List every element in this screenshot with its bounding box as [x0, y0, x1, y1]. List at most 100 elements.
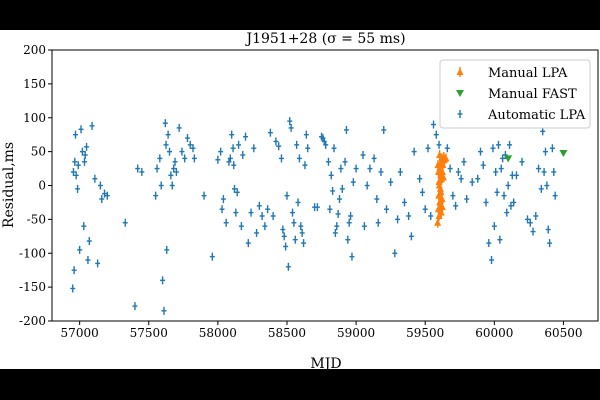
legend-marker-manual-lpa	[456, 67, 464, 77]
automatic-lpa-point	[102, 189, 108, 198]
automatic-lpa-point	[281, 232, 287, 241]
automatic-lpa-point	[504, 208, 510, 217]
automatic-lpa-point	[303, 130, 309, 139]
automatic-lpa-point	[75, 161, 81, 170]
automatic-lpa-point	[267, 128, 273, 137]
automatic-lpa-point	[541, 167, 547, 176]
automatic-lpa-point	[388, 178, 394, 187]
automatic-lpa-point	[85, 256, 91, 265]
automatic-lpa-point	[227, 154, 233, 163]
automatic-lpa-point	[495, 140, 501, 149]
automatic-lpa-point	[419, 188, 425, 197]
manual-lpa-point	[439, 172, 447, 183]
automatic-lpa-point	[527, 218, 533, 227]
automatic-lpa-point	[240, 151, 246, 160]
automatic-lpa-point	[81, 157, 87, 166]
automatic-lpa-point	[234, 188, 240, 197]
y-tick-label: 200	[23, 43, 46, 57]
automatic-lpa-point	[285, 262, 291, 271]
automatic-lpa-point	[428, 211, 434, 220]
automatic-lpa-point	[104, 191, 110, 200]
automatic-lpa-point	[215, 155, 221, 164]
manual-lpa-point	[436, 175, 444, 186]
automatic-lpa-point	[478, 147, 484, 156]
automatic-lpa-point	[507, 140, 513, 149]
automatic-lpa-point	[75, 184, 81, 193]
automatic-lpa-point	[544, 181, 550, 190]
automatic-lpa-point	[392, 249, 398, 258]
automatic-lpa-point	[349, 252, 355, 261]
automatic-lpa-point	[384, 205, 390, 214]
automatic-lpa-point	[425, 144, 431, 153]
automatic-lpa-point	[525, 215, 531, 224]
automatic-lpa-point	[179, 147, 185, 156]
automatic-lpa-point	[166, 147, 172, 156]
automatic-lpa-point	[498, 164, 504, 173]
automatic-lpa-point	[540, 127, 546, 136]
automatic-lpa-point	[160, 276, 166, 285]
automatic-lpa-point	[346, 218, 352, 227]
automatic-lpa-point	[296, 154, 302, 163]
automatic-lpa-point	[422, 205, 428, 214]
automatic-lpa-point	[361, 222, 367, 231]
automatic-lpa-point	[187, 140, 193, 149]
x-tick-label: 58500	[268, 326, 306, 340]
automatic-lpa-point	[552, 191, 558, 200]
automatic-lpa-point	[168, 171, 174, 180]
automatic-lpa-point	[301, 239, 307, 248]
automatic-lpa-point	[332, 228, 338, 237]
automatic-lpa-point	[323, 140, 329, 149]
automatic-lpa-point	[406, 211, 412, 220]
automatic-lpa-point	[97, 181, 103, 190]
automatic-lpa-point	[238, 222, 244, 231]
automatic-lpa-point	[367, 164, 373, 173]
y-tick-label: -50	[27, 212, 46, 226]
automatic-lpa-point	[169, 181, 175, 190]
automatic-lpa-point	[72, 130, 78, 139]
automatic-lpa-point	[278, 154, 284, 163]
automatic-lpa-point	[190, 144, 196, 153]
automatic-lpa-point	[72, 157, 78, 166]
automatic-lpa-point	[290, 208, 296, 217]
automatic-lpa-point	[455, 167, 461, 176]
automatic-lpa-point	[417, 174, 423, 183]
plot-area: 57000 57500 58000 58500 59000 59500 60000 60500…	[19, 43, 599, 340]
automatic-lpa-point	[395, 215, 401, 224]
automatic-lpa-point	[397, 167, 403, 176]
chart-title: J1951+28 (σ = 55 ms)	[244, 31, 405, 47]
x-tick-label: 59500	[406, 326, 444, 340]
automatic-lpa-point	[243, 132, 249, 141]
automatic-lpa-point	[360, 151, 366, 160]
automatic-lpa-point	[298, 222, 304, 231]
automatic-lpa-point	[291, 218, 297, 227]
automatic-lpa-point	[132, 302, 138, 311]
automatic-lpa-point	[500, 154, 506, 163]
automatic-lpa-point	[163, 140, 169, 149]
automatic-lpa-point	[231, 161, 237, 170]
automatic-lpa-point	[328, 171, 334, 180]
automatic-lpa-point	[230, 144, 236, 153]
automatic-lpa-point	[191, 154, 197, 163]
automatic-lpa-point	[288, 123, 294, 132]
automatic-lpa-point	[337, 195, 343, 204]
automatic-lpa-point	[245, 239, 251, 248]
manual-lpa-point	[442, 153, 450, 164]
automatic-lpa-point	[276, 142, 282, 151]
automatic-lpa-point	[436, 140, 442, 149]
automatic-lpa-point	[172, 157, 178, 166]
automatic-lpa-point	[71, 266, 77, 275]
automatic-lpa-point	[378, 167, 384, 176]
automatic-lpa-point	[173, 167, 179, 176]
automatic-lpa-point	[262, 222, 268, 231]
automatic-lpa-point	[450, 191, 456, 200]
automatic-lpa-point	[325, 157, 331, 166]
automatic-lpa-point	[345, 235, 351, 244]
automatic-lpa-point	[469, 178, 475, 187]
legend-label-manual-fast: Manual FAST	[488, 87, 577, 102]
automatic-lpa-point	[530, 227, 536, 236]
legend: Manual LPA Manual FAST Automatic LPA	[439, 59, 591, 129]
automatic-lpa-point	[342, 157, 348, 166]
automatic-lpa-point	[157, 154, 163, 163]
x-tick-label: 60000	[475, 326, 513, 340]
automatic-lpa-point	[302, 161, 308, 170]
